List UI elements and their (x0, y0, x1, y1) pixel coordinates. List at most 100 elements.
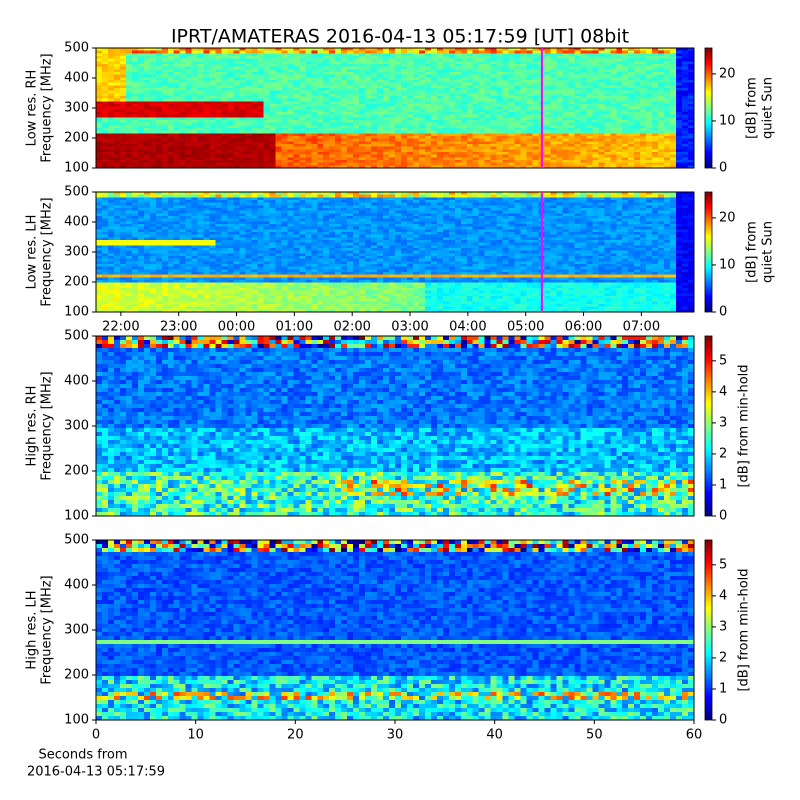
heatmap-cell (544, 122, 552, 126)
heatmap-cell (389, 122, 396, 126)
heatmap-cell (377, 117, 384, 121)
heatmap-cell (634, 112, 641, 116)
heatmap-cell (395, 93, 402, 97)
heatmap-cell (448, 61, 456, 65)
heatmap-cell (131, 264, 139, 268)
heatmap-cell (281, 106, 288, 110)
heatmap-cell (676, 104, 683, 108)
heatmap-cell (682, 154, 689, 158)
heatmap-cell (191, 146, 199, 150)
heatmap-cell (191, 61, 199, 65)
heatmap-cell (251, 114, 259, 118)
heatmap-cell (233, 154, 241, 158)
heatmap-cell (227, 77, 235, 81)
heatmap-cell (610, 165, 617, 169)
heatmap-cell (299, 112, 306, 116)
heatmap-cell (137, 264, 145, 268)
heatmap-cell (131, 240, 139, 244)
heatmap-cell (341, 74, 348, 78)
heatmap-cell (185, 88, 193, 92)
heatmap-cell (389, 66, 396, 70)
heatmap-cell (460, 162, 468, 166)
heatmap-cell (592, 77, 599, 81)
heatmap-cell (556, 128, 564, 132)
heatmap-cell (568, 61, 575, 65)
heatmap-cell (323, 104, 330, 108)
heatmap-cell (233, 66, 241, 70)
heatmap-cell (155, 205, 163, 209)
heatmap-cell (520, 104, 528, 108)
heatmap-cell (341, 130, 348, 134)
heatmap-cell (263, 152, 271, 156)
heatmap-cell (604, 141, 611, 145)
heatmap-cell (484, 93, 492, 97)
heatmap-cell (221, 72, 229, 76)
heatmap-cell (634, 165, 641, 169)
heatmap-cell (329, 48, 336, 52)
heatmap-cell (341, 101, 348, 105)
heatmap-cell (125, 293, 133, 297)
heatmap-cell (329, 96, 336, 100)
heatmap-cell (646, 80, 653, 84)
heatmap-cell (353, 96, 360, 100)
heatmap-cell (676, 133, 683, 137)
heatmap-cell (628, 152, 635, 156)
heatmap-cell (604, 96, 611, 100)
heatmap-cell (436, 77, 444, 81)
heatmap-cell (101, 226, 109, 230)
heatmap-cell (113, 253, 121, 257)
heatmap-cell (101, 138, 109, 142)
heatmap-cell (365, 98, 372, 102)
heatmap-cell (96, 197, 103, 201)
heatmap-cell (365, 61, 372, 65)
heatmap-cell (209, 93, 217, 97)
heatmap-cell (113, 133, 121, 137)
heatmap-cell (107, 141, 115, 145)
heatmap-cell (472, 98, 480, 102)
heatmap-cell (155, 202, 163, 206)
heatmap-cell (287, 96, 294, 100)
heatmap-cell (209, 69, 217, 73)
heatmap-cell (448, 74, 456, 78)
heatmap-cell (448, 165, 456, 169)
heatmap-cell (610, 101, 617, 105)
heatmap-cell (137, 242, 145, 246)
heatmap-cell (119, 141, 127, 145)
heatmap-cell (616, 149, 623, 153)
heatmap-cell (96, 125, 103, 129)
heatmap-cell (436, 138, 444, 142)
heatmap-cell (137, 138, 145, 142)
heatmap-cell (562, 66, 570, 70)
heatmap-cell (580, 53, 587, 57)
heatmap-cell (341, 50, 348, 54)
heatmap-cell (263, 106, 271, 110)
heatmap-cell (688, 138, 695, 142)
heatmap-cell (676, 50, 683, 54)
heatmap-cell (676, 48, 683, 52)
heatmap-cell (137, 253, 145, 257)
heatmap-cell (395, 122, 402, 126)
heatmap-cell (676, 157, 683, 161)
heatmap-cell (389, 117, 396, 121)
heatmap-cell (311, 162, 318, 166)
heatmap-cell (107, 136, 115, 140)
heatmap-cell (670, 56, 677, 60)
heatmap-cell (137, 274, 145, 278)
heatmap-cell (335, 152, 342, 156)
heatmap-cell (101, 240, 109, 244)
heatmap-cell (125, 272, 133, 276)
heatmap-cell (610, 146, 617, 150)
heatmap-cell (125, 274, 133, 278)
heatmap-cell (179, 104, 187, 108)
heatmap-cell (634, 141, 641, 145)
heatmap-cell (586, 88, 593, 92)
heatmap-cell (377, 96, 384, 100)
heatmap-cell (311, 72, 318, 76)
heatmap-cell (293, 109, 300, 113)
heatmap-cell (239, 120, 247, 124)
heatmap-cell (96, 106, 103, 110)
heatmap-cell (137, 162, 145, 166)
heatmap-cell (478, 114, 486, 118)
heatmap-cell (281, 165, 288, 169)
heatmap-cell (383, 136, 390, 140)
